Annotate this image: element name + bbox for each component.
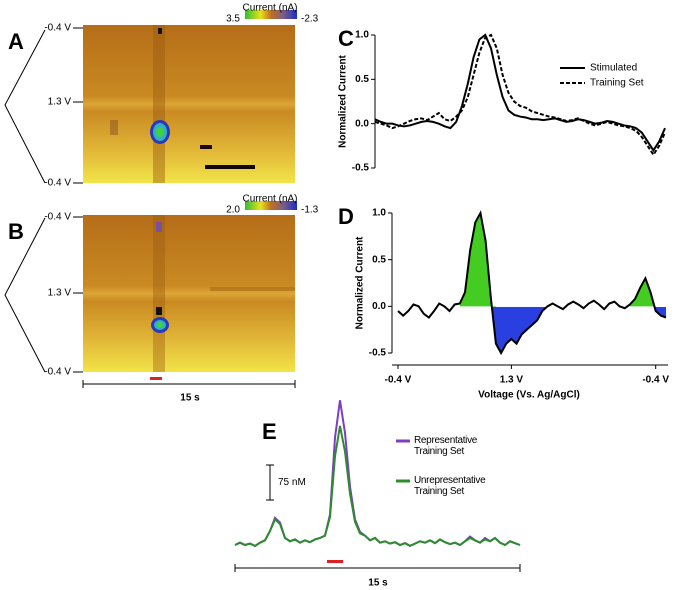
time-bar-b (82, 377, 296, 388)
waveforms (4, 29, 46, 373)
y-tick-label: 0.5 (372, 254, 386, 265)
y-tick-label: 0.0 (372, 301, 386, 312)
y-tick-label: -0.4 V (44, 178, 71, 189)
y-tick-label: -0.4 V (44, 212, 71, 223)
series-line (234, 400, 521, 548)
area-fill (654, 307, 666, 318)
time-bar-label: 15 s (368, 578, 388, 589)
panel-label: C (338, 26, 354, 51)
colorbar-title: Current (nA) (242, 3, 297, 14)
x-tick-label: 1.3 V (500, 375, 524, 386)
x-axis-label: Voltage (Vs. Ag/AgCl) (478, 390, 580, 401)
y-tick-label: 1.0 (372, 208, 386, 219)
x-tick-label: -0.4 V (642, 375, 669, 386)
panel-label: A (8, 29, 24, 54)
colorbar-title: Current (nA) (242, 194, 297, 205)
colorbar-tick-label: -1.3 (301, 205, 319, 216)
legend-label: Unrepresentative Training Set (414, 475, 486, 497)
y-tick-label: 1.3 V (48, 97, 72, 108)
area-fill (459, 213, 496, 307)
legend-label: Representative Training Set (414, 435, 478, 457)
y-tick-label: 0.5 (355, 74, 369, 85)
colorbar-tick-label: 2.0 (226, 205, 240, 216)
panel-label: B (8, 219, 24, 244)
colorbars (245, 10, 297, 210)
area-fill (491, 307, 547, 353)
y-tick-label: -0.4 V (44, 367, 71, 378)
area-fill (629, 278, 656, 307)
y-axis-label: Normalized Current (355, 236, 366, 329)
y-tick-label: -0.4 V (44, 23, 71, 34)
legend-label: Training Set (590, 78, 644, 89)
series-line (234, 425, 521, 548)
y-tick-label: 1.3 V (48, 288, 72, 299)
y-tick-label: 1.0 (355, 30, 369, 41)
scale-bar-label: 75 nM (278, 477, 306, 488)
time-bar-label: 15 s (180, 393, 200, 404)
y-axis-label: Normalized Current (338, 54, 349, 147)
y-tick-label: 0.0 (355, 118, 369, 129)
series-line (374, 33, 666, 153)
x-tick-label: -0.4 V (385, 375, 412, 386)
colorbar-tick-label: -2.3 (301, 14, 319, 25)
colorplot-a (83, 25, 295, 183)
series-line (397, 210, 667, 356)
legend-label: Stimulated (590, 63, 637, 74)
y-tick-label: -0.5 (352, 163, 370, 174)
panel-label: D (338, 204, 354, 229)
colorplot-b (83, 215, 295, 372)
series-line (374, 33, 666, 157)
panel-label: E (262, 419, 277, 444)
y-tick-label: -0.5 (369, 348, 387, 359)
colorbar-tick-label: 3.5 (226, 14, 240, 25)
time-bar-e (234, 560, 521, 572)
